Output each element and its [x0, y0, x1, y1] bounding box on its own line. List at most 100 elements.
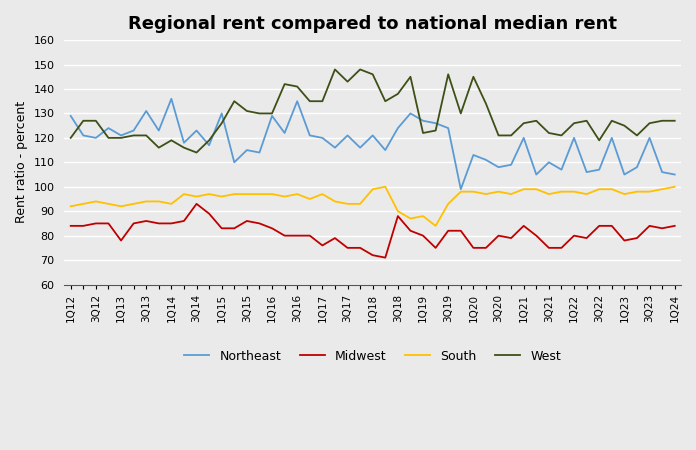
Midwest	[368, 252, 377, 258]
Midwest	[394, 213, 402, 219]
West	[129, 133, 138, 138]
Midwest	[670, 223, 679, 229]
Midwest	[432, 245, 440, 251]
Northeast	[620, 172, 628, 177]
Northeast	[368, 133, 377, 138]
South	[255, 191, 264, 197]
West	[469, 74, 477, 80]
Northeast	[243, 148, 251, 153]
Midwest	[142, 218, 150, 224]
South	[620, 191, 628, 197]
West	[331, 67, 339, 72]
Midwest	[230, 225, 239, 231]
Midwest	[620, 238, 628, 243]
Line: Midwest: Midwest	[71, 204, 674, 258]
Midwest	[381, 255, 390, 261]
West	[343, 79, 351, 84]
Midwest	[608, 223, 616, 229]
Midwest	[117, 238, 125, 243]
South	[129, 201, 138, 207]
Midwest	[331, 235, 339, 241]
Northeast	[180, 140, 188, 145]
South	[532, 186, 541, 192]
Northeast	[432, 121, 440, 126]
Northeast	[205, 143, 213, 148]
South	[142, 199, 150, 204]
Midwest	[457, 228, 465, 234]
Northeast	[167, 96, 175, 101]
West	[670, 118, 679, 123]
South	[155, 199, 163, 204]
Northeast	[142, 108, 150, 114]
West	[155, 145, 163, 150]
South	[557, 189, 566, 194]
Northeast	[280, 130, 289, 136]
West	[230, 99, 239, 104]
Midwest	[293, 233, 301, 238]
Northeast	[583, 169, 591, 175]
West	[92, 118, 100, 123]
Northeast	[595, 167, 603, 172]
South	[595, 186, 603, 192]
Northeast	[507, 162, 515, 167]
South	[494, 189, 503, 194]
South	[167, 201, 175, 207]
Northeast	[356, 145, 364, 150]
South	[268, 191, 276, 197]
Midwest	[129, 220, 138, 226]
West	[545, 130, 553, 136]
Midwest	[343, 245, 351, 251]
West	[633, 133, 641, 138]
West	[368, 72, 377, 77]
West	[293, 84, 301, 89]
Northeast	[255, 150, 264, 155]
Midwest	[658, 225, 666, 231]
South	[633, 189, 641, 194]
Northeast	[519, 135, 528, 140]
Midwest	[469, 245, 477, 251]
Legend: Northeast, Midwest, South, West: Northeast, Midwest, South, West	[180, 345, 566, 368]
West	[117, 135, 125, 140]
West	[306, 99, 314, 104]
Midwest	[532, 233, 541, 238]
West	[620, 123, 628, 128]
West	[218, 121, 226, 126]
Midwest	[507, 235, 515, 241]
South	[670, 184, 679, 189]
South	[92, 199, 100, 204]
Northeast	[658, 169, 666, 175]
West	[104, 135, 113, 140]
South	[469, 189, 477, 194]
Line: Northeast: Northeast	[71, 99, 674, 189]
South	[306, 196, 314, 202]
West	[595, 138, 603, 143]
West	[608, 118, 616, 123]
West	[192, 150, 200, 155]
Midwest	[583, 235, 591, 241]
Midwest	[318, 243, 326, 248]
Northeast	[306, 133, 314, 138]
South	[419, 213, 427, 219]
West	[519, 121, 528, 126]
Northeast	[331, 145, 339, 150]
Y-axis label: Rent ratio - percent: Rent ratio - percent	[15, 101, 28, 223]
West	[243, 108, 251, 114]
Northeast	[155, 128, 163, 133]
Midwest	[79, 223, 88, 229]
Northeast	[343, 133, 351, 138]
West	[67, 135, 75, 140]
Northeast	[645, 135, 654, 140]
West	[457, 111, 465, 116]
Midwest	[419, 233, 427, 238]
Northeast	[381, 148, 390, 153]
West	[645, 121, 654, 126]
Midwest	[494, 233, 503, 238]
South	[180, 191, 188, 197]
South	[243, 191, 251, 197]
Northeast	[117, 133, 125, 138]
Northeast	[545, 160, 553, 165]
South	[192, 194, 200, 199]
West	[532, 118, 541, 123]
Northeast	[457, 186, 465, 192]
South	[205, 191, 213, 197]
